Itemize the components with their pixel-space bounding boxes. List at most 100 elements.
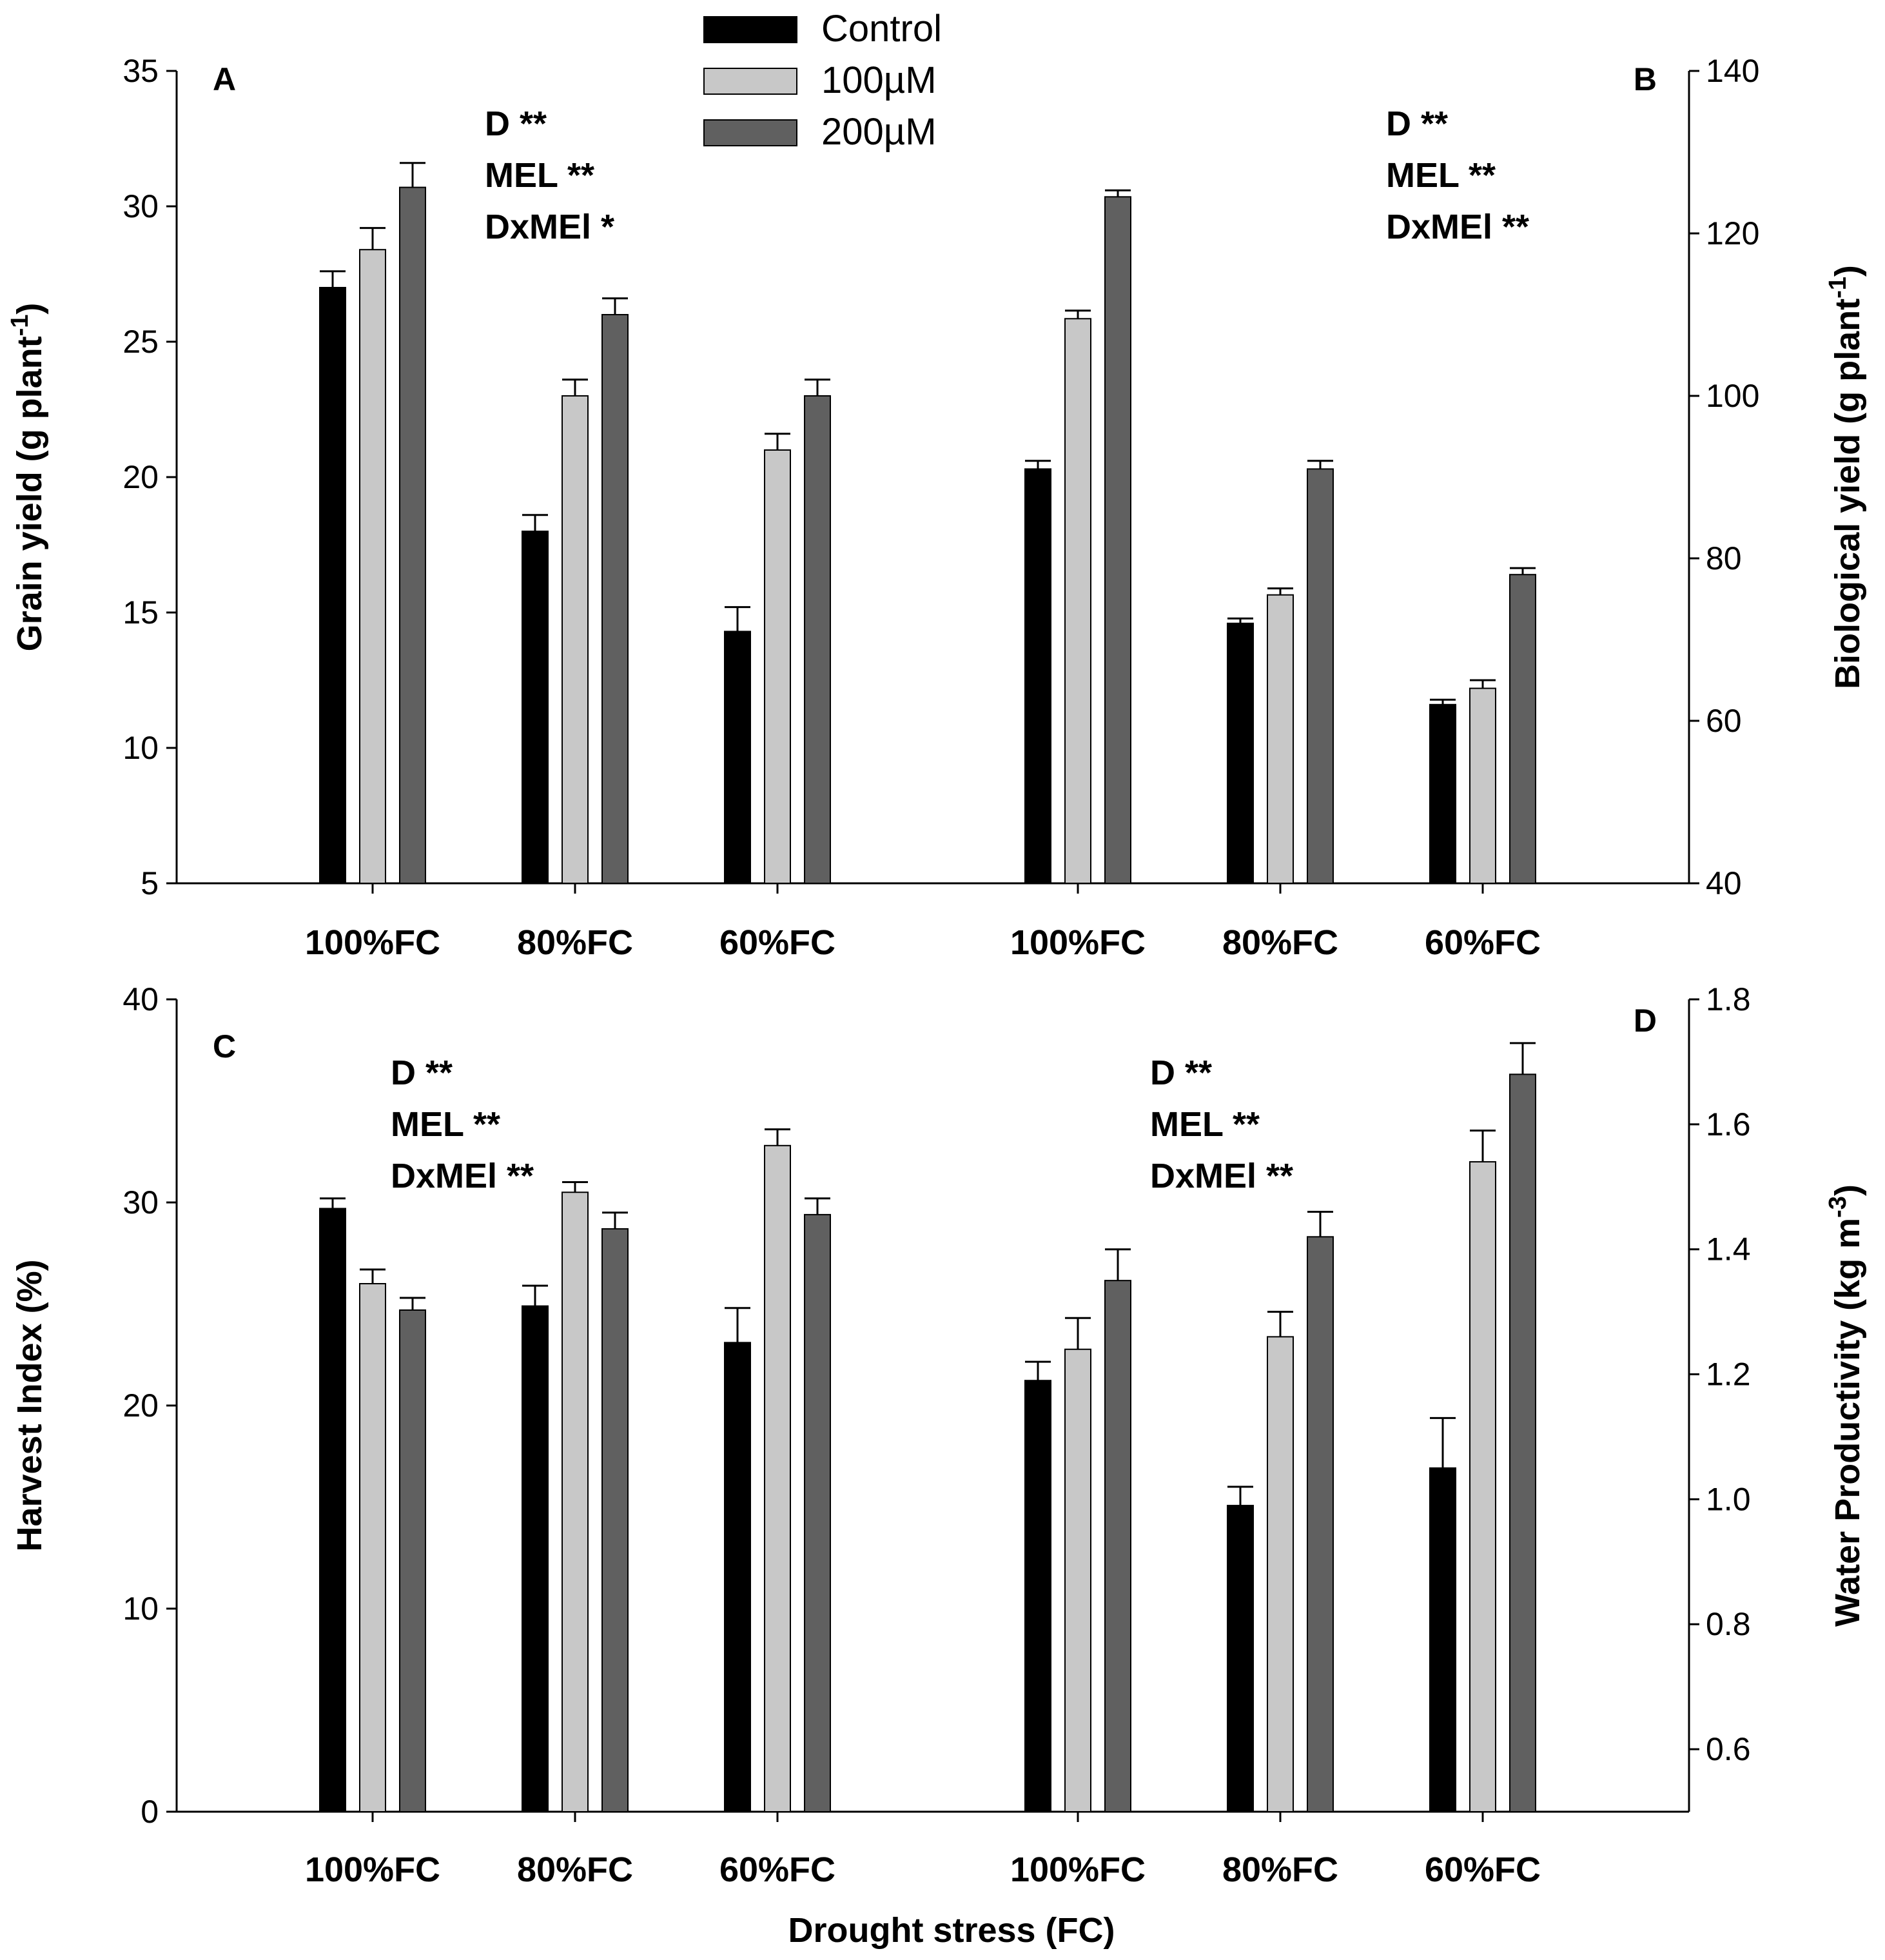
stat-annotation-b: MEL **	[1386, 156, 1496, 195]
left-tick-label: 30	[122, 1184, 159, 1220]
error-bar-b-3-3	[1510, 567, 1536, 575]
bar-c-3-1	[399, 1309, 426, 1812]
stat-annotation-d: D **	[1150, 1054, 1212, 1092]
legend-swatch	[703, 16, 797, 43]
error-bar-c-2-3	[765, 1128, 790, 1146]
legend-label: 100µM	[821, 59, 937, 101]
left-tick-label: 0	[141, 1794, 159, 1830]
bar-a-1-2	[522, 531, 549, 884]
left-y-axis-label: Grain yield (g plant-1)	[6, 303, 49, 652]
right-tick-label: 120	[1706, 215, 1759, 251]
right-tick-label: 1.4	[1706, 1231, 1751, 1268]
bar-d-3-1	[1104, 1280, 1131, 1812]
category-label: 80%FC	[1222, 1850, 1338, 1889]
stat-annotation-a: D **	[485, 104, 547, 143]
category-label: 80%FC	[1222, 923, 1338, 962]
bar-c-3-2	[601, 1228, 629, 1812]
error-bar-d-3-2	[1307, 1211, 1333, 1237]
bar-b-3-3	[1509, 574, 1536, 884]
category-label: 100%FC	[305, 923, 440, 962]
bar-d-1-3	[1429, 1467, 1456, 1812]
left-tick-label: 40	[122, 981, 159, 1017]
error-bar-c-3-1	[400, 1297, 425, 1310]
error-bar-b-2-1	[1065, 309, 1091, 319]
stat-annotation-c: MEL **	[391, 1105, 500, 1144]
stat-annotation-d: DxMEl **	[1150, 1157, 1293, 1195]
right-tick-label: 0.6	[1706, 1731, 1751, 1767]
bar-d-2-1	[1064, 1348, 1091, 1813]
bar-d-2-2	[1267, 1336, 1294, 1812]
right-y-axis-label: Water Productivity (kg m-3)	[1824, 1184, 1867, 1627]
bar-d-3-3	[1509, 1073, 1536, 1812]
error-bar-b-2-3	[1470, 679, 1496, 689]
panel-letter-a: A	[213, 61, 236, 97]
error-bar-a-2-2	[562, 378, 588, 396]
error-bar-a-1-1	[320, 270, 346, 288]
bar-a-1-3	[724, 631, 751, 885]
bar-a-3-3	[804, 395, 831, 884]
bar-b-2-2	[1267, 594, 1294, 884]
error-bar-a-2-3	[765, 433, 790, 450]
category-label: 60%FC	[719, 923, 835, 962]
bar-c-2-2	[562, 1191, 589, 1812]
error-bar-a-2-1	[360, 227, 386, 250]
error-bar-c-2-1	[360, 1268, 386, 1284]
right-tick-label: 1.6	[1706, 1106, 1751, 1142]
bar-c-1-1	[319, 1208, 346, 1812]
bar-a-3-2	[601, 314, 629, 884]
right-tick-label: 1.2	[1706, 1357, 1751, 1393]
legend-label: 200µM	[821, 111, 937, 153]
bar-c-2-1	[359, 1283, 386, 1812]
right-tick-label: 80	[1706, 540, 1742, 576]
category-label: 100%FC	[1010, 1850, 1146, 1889]
legend-swatch	[703, 119, 797, 146]
stat-annotation-c: DxMEl **	[391, 1157, 534, 1195]
left-tick-label: 15	[122, 594, 159, 631]
category-label: 100%FC	[1010, 923, 1146, 962]
error-bar-a-1-2	[522, 514, 548, 531]
bar-d-1-1	[1024, 1380, 1051, 1812]
left-tick-label: 10	[122, 730, 159, 766]
stat-annotation-c: D **	[391, 1054, 453, 1092]
error-bar-a-1-3	[725, 606, 750, 632]
panel-letter-c: C	[213, 1028, 236, 1064]
error-bar-c-3-2	[602, 1211, 628, 1229]
legend: Control 100µM 200µM	[703, 8, 942, 153]
bar-a-1-1	[319, 287, 346, 884]
right-y-axis-label: Biological yield (g plant-1)	[1824, 265, 1867, 689]
right-tick-label: 1.0	[1706, 1481, 1751, 1517]
error-bar-b-3-2	[1307, 460, 1333, 469]
bar-c-3-3	[804, 1213, 831, 1812]
left-tick-label: 20	[122, 459, 159, 495]
error-bar-c-1-3	[725, 1307, 750, 1343]
error-bar-d-2-3	[1470, 1130, 1496, 1162]
bar-d-1-2	[1227, 1505, 1254, 1812]
right-tick-label: 100	[1706, 378, 1759, 414]
error-bar-c-1-2	[522, 1284, 548, 1306]
category-label: 100%FC	[305, 1850, 440, 1889]
bar-a-2-3	[764, 449, 791, 884]
right-tick-label: 60	[1706, 703, 1742, 739]
panel-letter-d: D	[1634, 1003, 1657, 1039]
error-bar-d-3-3	[1510, 1042, 1536, 1075]
error-bar-a-3-1	[400, 162, 425, 188]
error-bar-c-3-3	[805, 1197, 830, 1215]
bar-a-2-1	[359, 249, 386, 884]
bar-c-1-3	[724, 1342, 751, 1813]
bar-b-3-2	[1307, 468, 1334, 884]
bar-a-2-2	[562, 395, 589, 884]
category-label: 60%FC	[719, 1850, 835, 1889]
bar-b-1-2	[1227, 622, 1254, 884]
stat-annotation-b: D **	[1386, 104, 1448, 143]
bar-b-2-1	[1064, 318, 1091, 884]
category-label: 60%FC	[1425, 1850, 1541, 1889]
error-bar-d-1-2	[1227, 1485, 1253, 1506]
left-tick-label: 5	[141, 865, 159, 901]
error-bar-d-1-3	[1430, 1416, 1456, 1468]
x-axis-label: Drought stress (FC)	[788, 1911, 1115, 1950]
left-y-axis-label: Harvest Index (%)	[10, 1259, 49, 1551]
error-bar-d-2-2	[1267, 1311, 1293, 1337]
error-bar-a-3-2	[602, 297, 628, 315]
left-tick-label: 30	[122, 188, 159, 224]
error-bar-b-1-2	[1227, 617, 1253, 623]
